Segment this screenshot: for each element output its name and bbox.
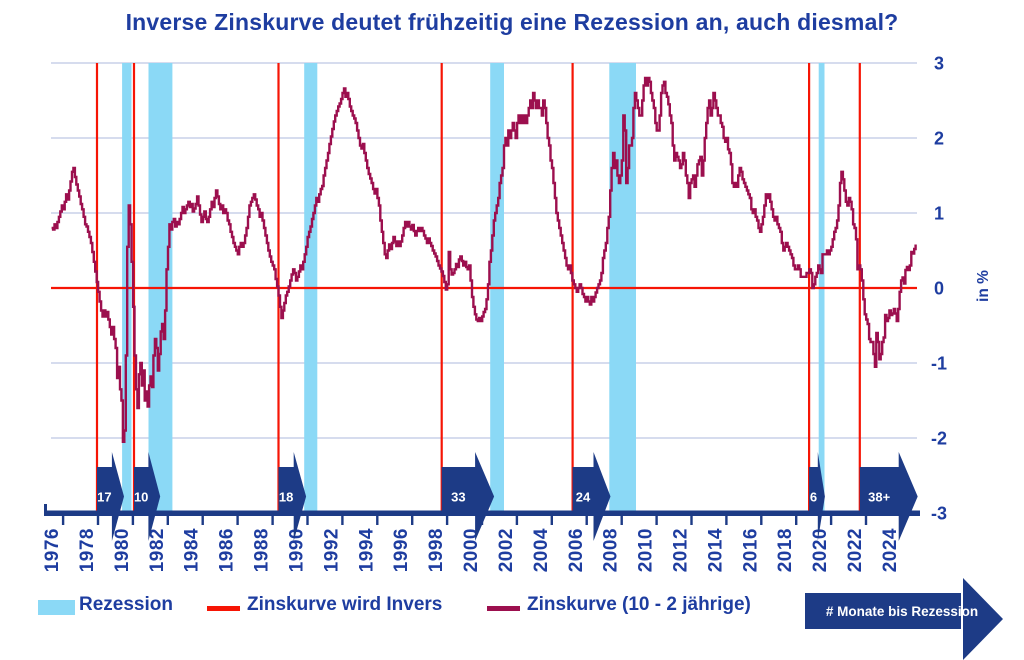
x-axis-year-label: 2008 bbox=[601, 528, 622, 572]
months-arrow bbox=[97, 452, 124, 541]
months-arrow bbox=[572, 452, 611, 541]
months-arrow-label: 17 bbox=[97, 490, 111, 505]
x-axis-tick bbox=[306, 516, 309, 525]
y-axis-tick-label: 0 bbox=[934, 279, 944, 299]
x-axis-tick bbox=[864, 516, 868, 525]
x-axis-year-label: 2012 bbox=[671, 528, 692, 572]
x-axis-year-label: 2020 bbox=[810, 528, 831, 572]
months-arrow bbox=[859, 452, 918, 541]
x-axis-year-label: 1982 bbox=[147, 528, 168, 572]
x-axis-year-label: 2024 bbox=[880, 528, 901, 572]
x-axis-tick bbox=[411, 516, 414, 525]
x-axis-tick bbox=[271, 516, 274, 525]
x-axis-year-label: 2018 bbox=[775, 528, 796, 572]
x-axis-tick bbox=[760, 516, 763, 525]
x-axis-year-label: 1994 bbox=[356, 528, 377, 572]
x-axis-year-label: 2010 bbox=[636, 528, 657, 572]
x-axis-tick bbox=[550, 516, 553, 525]
x-axis-tick bbox=[515, 516, 519, 525]
y-axis-tick-label: -1 bbox=[931, 354, 947, 374]
y-axis-tick-label: 3 bbox=[934, 54, 944, 74]
x-axis-year-label: 2006 bbox=[566, 528, 587, 572]
legend-label-yieldcurve: Zinskurve (10 - 2 jährige) bbox=[527, 594, 751, 615]
x-axis-tick bbox=[725, 516, 728, 525]
legend-label-inversion: Zinskurve wird Invers bbox=[247, 594, 443, 615]
x-axis-year-label: 1980 bbox=[112, 528, 133, 572]
yield-curve-line bbox=[51, 76, 917, 443]
months-to-recession-arrow-body bbox=[803, 591, 963, 631]
x-axis-year-label: 1988 bbox=[252, 528, 273, 572]
legend-yieldcurve-line-swatch bbox=[487, 606, 520, 611]
x-axis-year-label: 1976 bbox=[42, 528, 63, 572]
x-axis-year-label: 2014 bbox=[705, 528, 726, 572]
x-axis-endcap bbox=[44, 504, 47, 516]
months-arrow-label: 33 bbox=[451, 490, 465, 505]
legend-recession-swatch bbox=[38, 600, 75, 615]
months-arrow-label: 10 bbox=[134, 490, 148, 505]
chart-title: Inverse Zinskurve deutet frühzeitig eine… bbox=[125, 9, 899, 35]
x-axis-tick bbox=[131, 516, 135, 525]
y-axis-tick-label: 2 bbox=[934, 129, 944, 149]
months-arrow-label: 38+ bbox=[868, 490, 890, 505]
x-axis-tick bbox=[96, 516, 100, 525]
x-axis-year-label: 2000 bbox=[461, 528, 482, 572]
y-axis-tick-label: 1 bbox=[934, 204, 944, 224]
x-axis-tick bbox=[690, 516, 693, 525]
y-axis-title: in % bbox=[975, 270, 992, 302]
y-axis-tick-label: -2 bbox=[931, 429, 947, 449]
x-axis-year-label: 1986 bbox=[217, 528, 238, 572]
months-to-recession-arrow-head-icon bbox=[963, 578, 1003, 660]
x-axis-tick bbox=[166, 516, 169, 525]
x-axis-year-label: 2004 bbox=[531, 528, 552, 572]
months-arrow bbox=[278, 452, 307, 541]
x-axis-tick bbox=[655, 516, 658, 525]
x-axis-year-label: 1992 bbox=[321, 528, 342, 572]
x-axis-year-label: 2016 bbox=[740, 528, 761, 572]
x-axis-tick bbox=[201, 516, 204, 525]
x-axis-year-label: 1978 bbox=[77, 528, 98, 572]
x-axis-tick bbox=[620, 516, 623, 525]
x-axis-tick bbox=[236, 516, 239, 525]
months-arrow bbox=[441, 452, 495, 541]
x-axis-year-label: 2022 bbox=[845, 528, 866, 572]
x-axis-tick bbox=[61, 516, 65, 525]
x-axis-year-label: 1984 bbox=[182, 528, 203, 572]
x-axis-tick bbox=[585, 516, 588, 525]
months-arrow-label: 18 bbox=[279, 490, 293, 505]
months-to-recession-arrow-label: # Monate bis Rezession bbox=[825, 604, 979, 619]
x-axis-tick bbox=[341, 516, 344, 525]
x-axis-tick bbox=[376, 516, 379, 525]
months-arrow bbox=[134, 452, 161, 541]
x-axis-year-label: 2002 bbox=[496, 528, 517, 572]
months-arrow bbox=[809, 452, 825, 541]
x-axis-tick bbox=[795, 516, 798, 525]
months-arrow-label: 24 bbox=[576, 490, 591, 505]
x-axis-year-label: 1998 bbox=[426, 528, 447, 572]
x-axis-year-label: 1990 bbox=[287, 528, 308, 572]
x-axis-tick bbox=[445, 516, 449, 525]
legend-label-rezession: Rezession bbox=[79, 594, 173, 615]
y-axis-tick-label: -3 bbox=[931, 504, 947, 524]
x-axis-tick bbox=[829, 516, 833, 525]
legend-inversion-line-swatch bbox=[207, 606, 240, 611]
x-axis-year-label: 1996 bbox=[391, 528, 412, 572]
months-arrow-label: 6 bbox=[810, 490, 817, 505]
